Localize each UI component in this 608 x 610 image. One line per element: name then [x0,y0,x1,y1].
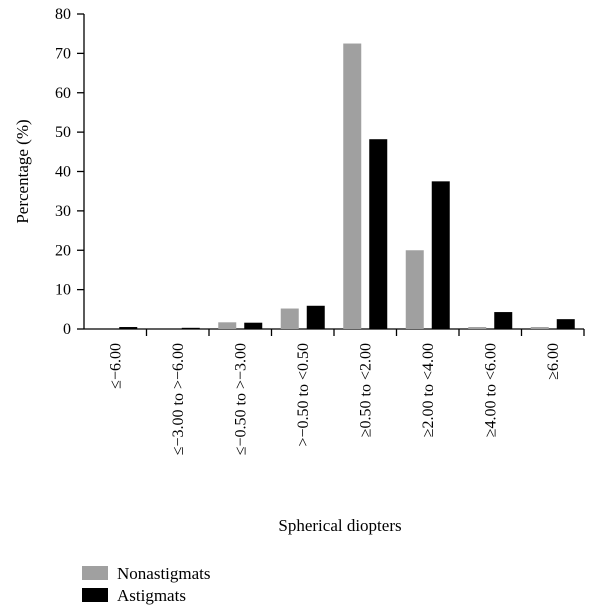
x-tick-label: ≥0.50 to <2.00 [357,343,374,437]
bar-nonastigmats-2 [218,322,237,329]
bar-astigmats-5 [431,181,450,329]
y-tick-label: 60 [55,85,71,102]
y-tick-label: 10 [55,282,71,299]
y-axis: 0 10 20 30 40 50 60 70 80 [55,6,85,338]
x-axis-title: Spherical diopters [278,516,401,535]
legend-swatch-nonastigmats [82,566,108,580]
bar-astigmats-3 [306,305,325,329]
y-tick-label: 80 [55,6,71,23]
bar-nonastigmats-6 [468,327,487,329]
bar-astigmats-7 [556,319,575,329]
x-tick-label: ≥4.00 to <6.00 [482,343,499,437]
bar-astigmats-4 [369,139,388,329]
legend-swatch-astigmats [82,588,108,602]
y-tick-label: 40 [55,164,71,181]
x-tick-label: ≤−6.00 [107,343,124,389]
bar-astigmats-6 [494,312,513,329]
x-tick-label: ≤−0.50 to >−3.00 [232,343,249,455]
x-axis: ≤−6.00 ≤−3.00 to >−6.00 ≤−0.50 to >−3.00 >−… [84,328,585,455]
y-tick-label: 70 [55,45,71,62]
bar-nonastigmats-4 [343,43,362,329]
x-tick-label: ≥2.00 to <4.00 [420,343,437,437]
bars [119,43,575,329]
y-tick-label: 20 [55,242,71,259]
bar-nonastigmats-3 [280,308,299,329]
x-tick-label: ≤−3.00 to >−6.00 [170,343,187,455]
legend-label-astigmats: Astigmats [117,586,186,605]
bar-nonastigmats-5 [405,250,424,329]
bar-astigmats-1 [181,327,200,329]
x-tick-label: ≥6.00 [545,343,562,380]
legend-label-nonastigmats: Nonastigmats [117,564,211,583]
bar-astigmats-2 [244,322,263,329]
y-tick-label: 30 [55,203,71,220]
y-tick-label: 0 [63,321,71,338]
y-tick-label: 50 [55,124,71,141]
bar-astigmats-0 [119,327,138,329]
x-tick-label: >−0.50 to <0.50 [295,343,312,447]
y-axis-title: Percentage (%) [13,119,32,223]
legend: Nonastigmats Astigmats [82,564,211,605]
bar-nonastigmats-7 [530,327,549,329]
